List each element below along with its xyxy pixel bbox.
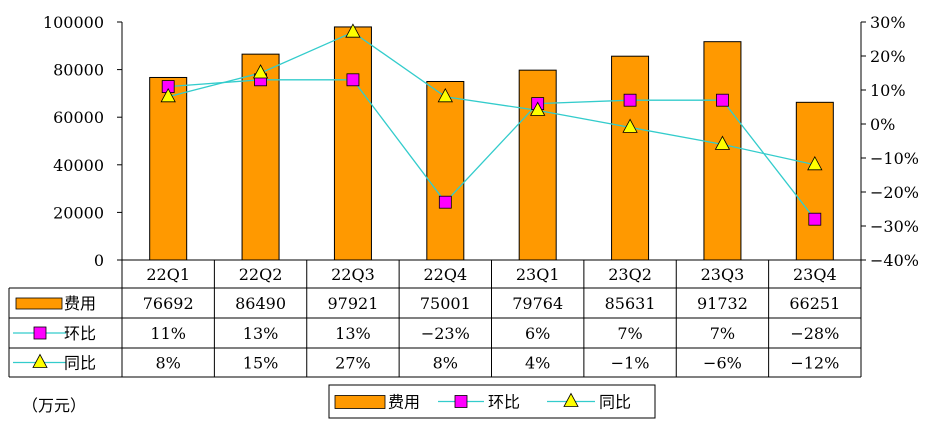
table-key-triangle xyxy=(32,353,48,368)
yoy-point-23q4 xyxy=(807,155,823,171)
table-value: −28% xyxy=(790,324,839,343)
table-value: 75001 xyxy=(420,294,471,313)
plot-frame xyxy=(121,22,862,261)
yoy-line xyxy=(168,31,815,166)
table-key-square xyxy=(33,326,47,340)
table-value: 8% xyxy=(155,354,180,373)
legend-key-bar xyxy=(334,395,386,409)
data-table: 22Q1 22Q2 22Q3 22Q4 23Q1 23Q2 23Q3 23Q4 费用 76692 8… xyxy=(8,259,862,378)
legend-label: 同比 xyxy=(599,393,631,412)
yoy-point-22q2 xyxy=(252,64,269,79)
table-value: 79764 xyxy=(512,294,563,313)
qoq-point-23q3 xyxy=(716,93,729,107)
right-tick-label: 30% xyxy=(870,13,906,32)
right-tick-label: 0% xyxy=(870,115,895,134)
yoy-point-23q3 xyxy=(714,135,731,150)
right-axis-ticks: 30% 20% 10% 0% −10% −20% −30% −40% xyxy=(861,13,919,270)
table-series-name: 费用 xyxy=(64,294,96,313)
bar-23q3 xyxy=(703,41,742,261)
category-label: 23Q2 xyxy=(608,265,652,284)
category-label: 22Q2 xyxy=(239,265,283,284)
bar-22q2 xyxy=(241,53,280,261)
table-value: 13% xyxy=(335,324,371,343)
table-value: 86490 xyxy=(235,294,286,313)
table-value: 7% xyxy=(617,324,642,343)
table-value: 4% xyxy=(525,354,550,373)
table-value: −6% xyxy=(703,354,742,373)
yoy-point-22q3 xyxy=(345,23,361,38)
table-series-name: 同比 xyxy=(64,354,96,373)
unit-label: （万元） xyxy=(22,396,86,415)
left-axis-ticks: 0 20000 40000 60000 80000 100000 xyxy=(43,13,122,270)
table-value: 11% xyxy=(150,324,186,343)
table-value: 76692 xyxy=(143,294,194,313)
left-tick-label: 20000 xyxy=(53,203,104,222)
table-key-bar xyxy=(15,297,63,310)
right-tick-label: −20% xyxy=(870,183,919,202)
table-value: −23% xyxy=(421,324,470,343)
table-series-name: 环比 xyxy=(64,324,96,343)
qoq-line xyxy=(168,79,816,220)
category-label: 23Q1 xyxy=(516,265,560,284)
right-tick-label: −40% xyxy=(870,251,919,270)
legend-key-triangle xyxy=(563,392,579,407)
bar-23q4 xyxy=(795,101,834,261)
line-series xyxy=(160,23,823,226)
bar-22q3 xyxy=(333,26,372,261)
category-label: 22Q4 xyxy=(423,265,467,284)
bar-series xyxy=(149,26,834,261)
table-value: 8% xyxy=(433,354,458,373)
bar-23q2 xyxy=(611,55,650,261)
bar-22q1 xyxy=(149,76,188,261)
qoq-point-23q2 xyxy=(623,93,637,107)
table-value: 85631 xyxy=(605,294,656,313)
table-value: −1% xyxy=(611,354,650,373)
qoq-point-22q4 xyxy=(438,195,452,209)
category-label: 23Q3 xyxy=(701,265,745,284)
table-value: 97921 xyxy=(327,294,378,313)
table-value: 91732 xyxy=(697,294,748,313)
table-value: 7% xyxy=(710,324,735,343)
legend-label: 环比 xyxy=(488,393,520,412)
legend-label: 费用 xyxy=(388,393,420,412)
left-tick-label: 80000 xyxy=(53,61,104,80)
table-value: 27% xyxy=(335,354,371,373)
table-value: 13% xyxy=(243,324,279,343)
yoy-point-23q2 xyxy=(622,118,638,133)
category-label: 22Q3 xyxy=(331,265,375,284)
left-tick-label: 100000 xyxy=(43,13,104,32)
qoq-point-22q3 xyxy=(346,73,360,87)
legend-key-square xyxy=(454,395,468,408)
yoy-point-22q4 xyxy=(437,87,453,103)
right-tick-label: 10% xyxy=(870,81,906,100)
category-label: 22Q1 xyxy=(146,265,190,284)
table-value: 66251 xyxy=(789,294,840,313)
table-value: 6% xyxy=(525,324,550,343)
qoq-point-23q4 xyxy=(808,212,822,226)
category-label: 23Q4 xyxy=(793,265,837,284)
table-value: 15% xyxy=(243,354,279,373)
left-tick-label: 0 xyxy=(94,251,104,270)
right-tick-label: −30% xyxy=(870,217,919,236)
left-tick-label: 40000 xyxy=(53,156,104,175)
legend: 费用 环比 同比 xyxy=(328,384,656,419)
yoy-point-22q1 xyxy=(160,87,176,103)
yoy-point-23q1 xyxy=(530,101,546,116)
bar-22q4 xyxy=(426,80,465,261)
left-tick-label: 60000 xyxy=(53,108,104,127)
table-value: −12% xyxy=(790,354,839,373)
right-tick-label: 20% xyxy=(870,47,906,66)
right-tick-label: −10% xyxy=(870,149,919,168)
